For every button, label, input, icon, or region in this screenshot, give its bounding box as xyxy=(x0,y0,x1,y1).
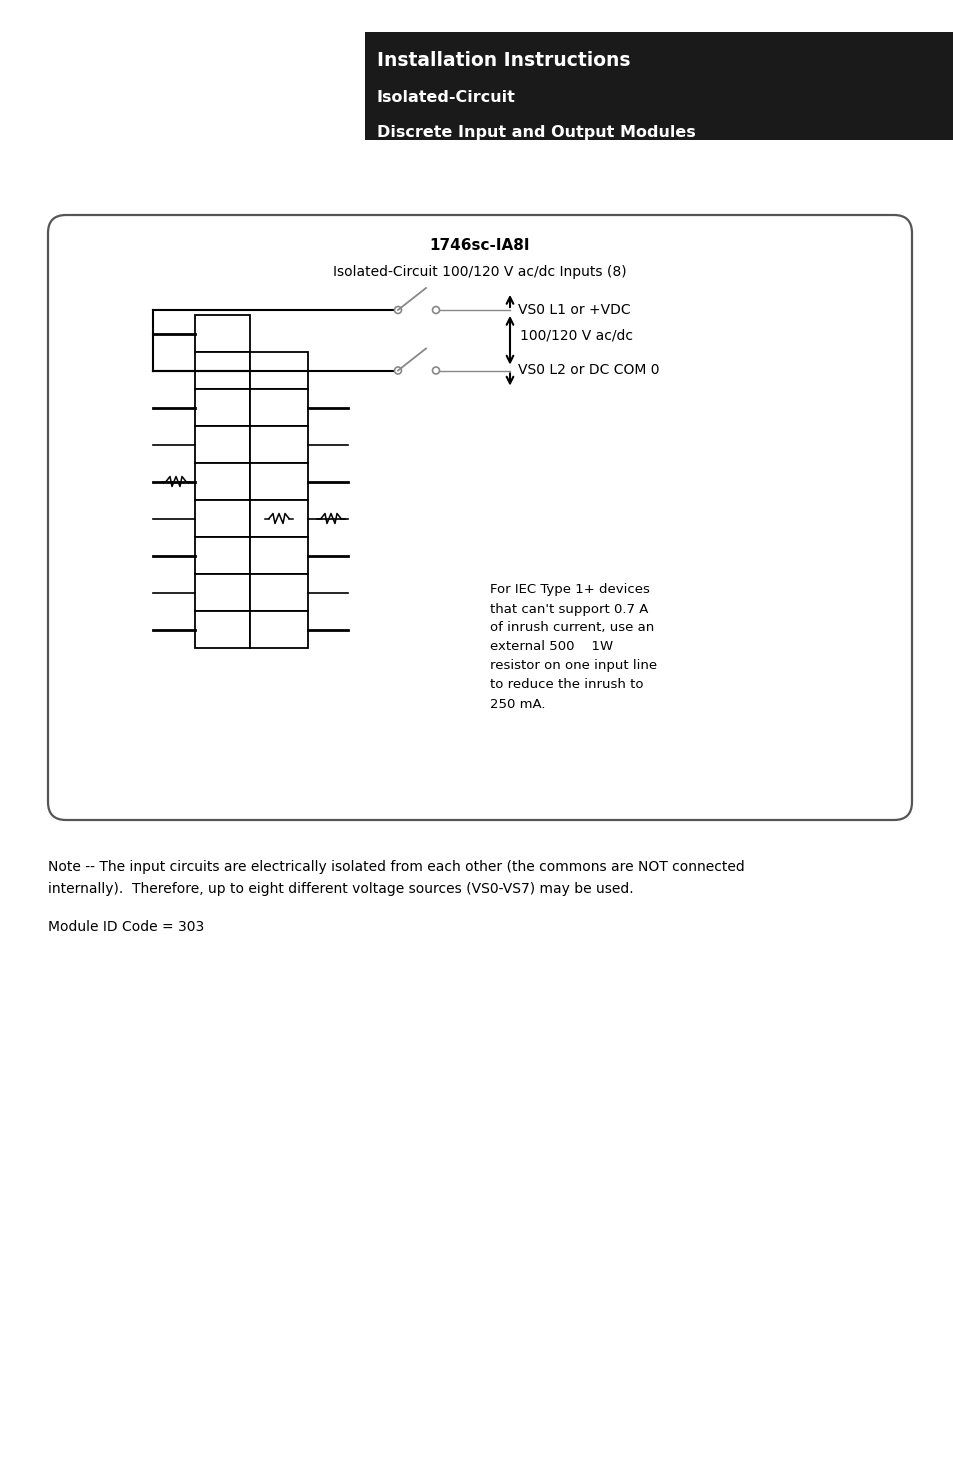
Text: of inrush current, use an: of inrush current, use an xyxy=(490,621,654,634)
Bar xyxy=(194,389,250,426)
Bar xyxy=(194,426,250,463)
Text: external 500    1W: external 500 1W xyxy=(490,640,613,653)
Text: Isolated-Circuit: Isolated-Circuit xyxy=(376,90,516,105)
Bar xyxy=(194,611,250,648)
Text: 100/120 V ac/dc: 100/120 V ac/dc xyxy=(519,329,633,342)
Bar xyxy=(250,389,308,426)
Text: Isolated-Circuit 100/120 V ac/dc Inputs (8): Isolated-Circuit 100/120 V ac/dc Inputs … xyxy=(333,266,626,279)
Bar xyxy=(194,537,250,574)
Text: Discrete Input and Output Modules: Discrete Input and Output Modules xyxy=(376,124,695,140)
Bar xyxy=(250,537,308,574)
Bar xyxy=(250,500,308,537)
Bar xyxy=(365,32,953,140)
Text: VS0 L2 or DC COM 0: VS0 L2 or DC COM 0 xyxy=(517,363,659,378)
Text: For IEC Type 1+ devices: For IEC Type 1+ devices xyxy=(490,584,649,596)
Bar xyxy=(194,500,250,537)
Text: Note -- The input circuits are electrically isolated from each other (the common: Note -- The input circuits are electrica… xyxy=(48,860,744,875)
Bar xyxy=(250,574,308,611)
Bar xyxy=(194,316,250,353)
FancyBboxPatch shape xyxy=(48,215,911,820)
Text: 250 mA.: 250 mA. xyxy=(490,698,545,711)
Circle shape xyxy=(432,367,439,375)
Text: resistor on one input line: resistor on one input line xyxy=(490,659,657,673)
Text: to reduce the inrush to: to reduce the inrush to xyxy=(490,678,643,692)
Text: internally).  Therefore, up to eight different voltage sources (VS0-VS7) may be : internally). Therefore, up to eight diff… xyxy=(48,882,633,895)
Bar xyxy=(194,463,250,500)
Text: that can't support 0.7 A: that can't support 0.7 A xyxy=(490,602,648,615)
Bar xyxy=(250,353,308,389)
Bar xyxy=(250,463,308,500)
Text: 1746sc-IA8I: 1746sc-IA8I xyxy=(429,237,530,252)
Bar xyxy=(250,426,308,463)
Circle shape xyxy=(395,307,401,314)
Bar xyxy=(194,353,250,389)
Bar xyxy=(194,574,250,611)
Bar xyxy=(250,611,308,648)
Text: VS0 L1 or +VDC: VS0 L1 or +VDC xyxy=(517,302,630,317)
Circle shape xyxy=(432,307,439,314)
Text: Module ID Code = 303: Module ID Code = 303 xyxy=(48,920,204,934)
Text: Installation Instructions: Installation Instructions xyxy=(376,50,630,69)
Circle shape xyxy=(395,367,401,375)
